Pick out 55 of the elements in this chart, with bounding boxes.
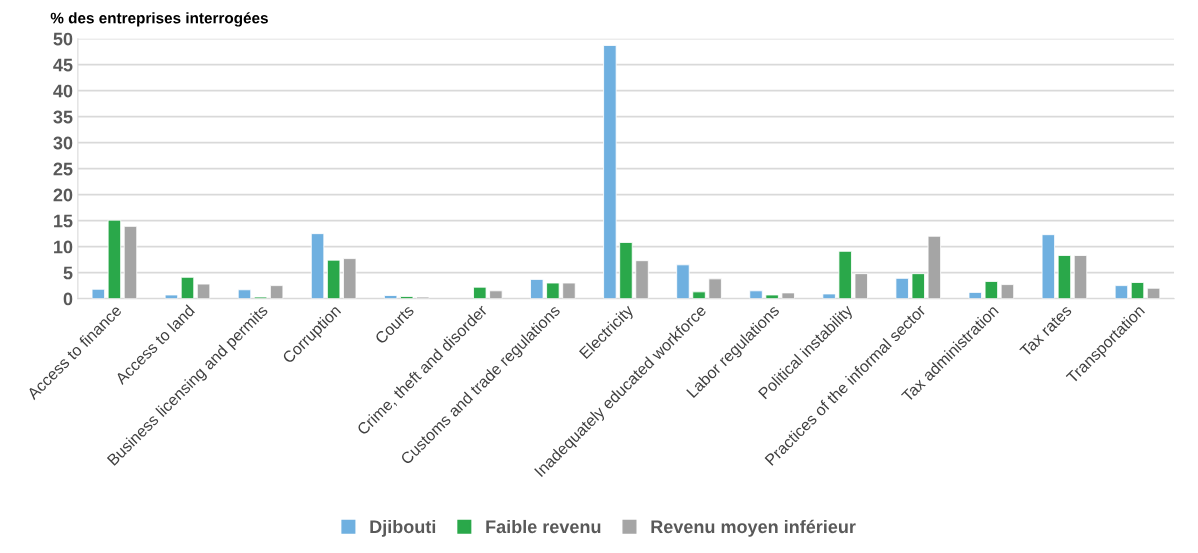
y-tick-label: 0 xyxy=(63,292,73,306)
y-tick-label: 35 xyxy=(53,110,73,124)
bar xyxy=(1000,284,1015,299)
bar xyxy=(237,289,252,299)
bar xyxy=(326,259,341,299)
bar xyxy=(911,273,925,299)
bar xyxy=(838,250,852,299)
bar xyxy=(749,290,763,299)
bar xyxy=(473,286,487,299)
bar xyxy=(1057,255,1072,299)
bar xyxy=(619,242,633,299)
y-tick-label: 5 xyxy=(63,266,73,280)
bar xyxy=(343,258,357,299)
bar xyxy=(180,276,195,299)
bar xyxy=(822,293,836,299)
legend-label: Djibouti xyxy=(370,519,436,537)
bar xyxy=(310,233,325,299)
bar xyxy=(984,281,999,299)
bar xyxy=(603,45,617,299)
bar xyxy=(1114,285,1129,299)
bar xyxy=(164,294,179,299)
bar xyxy=(269,285,284,299)
y-tick-label: 25 xyxy=(53,162,73,176)
legend-label: Faible revenu xyxy=(486,519,601,534)
y-axis-title: % des entreprises interrogées xyxy=(50,12,268,27)
bar xyxy=(635,260,649,299)
bar xyxy=(489,290,503,299)
y-tick-label: 50 xyxy=(53,32,73,46)
bar xyxy=(1130,282,1145,299)
bar xyxy=(676,264,690,299)
y-tick-label: 40 xyxy=(53,84,73,98)
bar xyxy=(91,288,106,299)
bar xyxy=(781,292,795,299)
bar xyxy=(927,235,942,299)
y-tick-label: 45 xyxy=(53,58,73,72)
bar xyxy=(530,278,544,299)
bar xyxy=(546,282,560,299)
bar xyxy=(562,282,576,299)
y-tick-label: 15 xyxy=(54,214,73,228)
bar xyxy=(708,278,722,299)
y-tick-label: 30 xyxy=(53,136,73,150)
bar xyxy=(123,225,138,299)
bar xyxy=(692,291,706,299)
bar xyxy=(968,291,982,299)
bar xyxy=(1041,234,1056,299)
y-tick-label: 20 xyxy=(53,188,73,202)
bar xyxy=(196,283,211,299)
bar xyxy=(765,294,779,299)
bar xyxy=(1146,287,1161,299)
y-tick-label: 10 xyxy=(54,240,73,254)
legend-label: Revenu moyen inférieur xyxy=(651,519,856,537)
bar xyxy=(854,273,868,299)
bar xyxy=(895,277,909,299)
bar xyxy=(107,219,122,299)
bar xyxy=(1073,255,1088,299)
